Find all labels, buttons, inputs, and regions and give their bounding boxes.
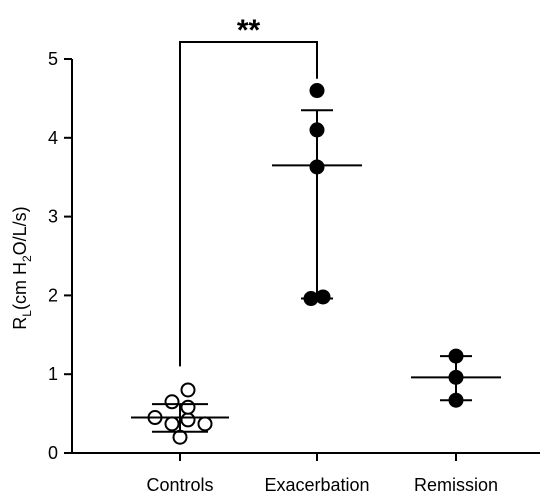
significance-bracket: ** bbox=[179, 14, 318, 367]
data-point-open bbox=[164, 416, 180, 432]
data-point-filled bbox=[315, 289, 331, 305]
y-tick-label: 3 bbox=[48, 207, 58, 227]
data-point-open bbox=[180, 412, 196, 428]
error-bars bbox=[131, 109, 501, 433]
data-point-filled bbox=[309, 83, 325, 99]
y-tick-label: 1 bbox=[48, 364, 58, 384]
x-axis: Controls Exacerbation Remission bbox=[72, 452, 540, 495]
y-axis-label-subscript: 2 bbox=[20, 255, 34, 262]
y-axis-label-subscript: L bbox=[20, 310, 34, 317]
y-axis-label-part: O/L/s) bbox=[10, 206, 30, 255]
x-category-label: Exacerbation bbox=[264, 475, 369, 495]
y-axis-label-part: R bbox=[10, 317, 30, 330]
y-tick-label: 4 bbox=[48, 128, 58, 148]
data-point-open bbox=[180, 399, 196, 415]
y-tick-label: 5 bbox=[48, 49, 58, 69]
y-axis-label-part: (cm H bbox=[10, 262, 30, 310]
data-points bbox=[147, 83, 464, 445]
y-tick-label: 0 bbox=[48, 443, 58, 463]
x-category-label: Remission bbox=[414, 475, 498, 495]
x-category-label: Controls bbox=[146, 475, 213, 495]
y-axis-label: RL(cm H2O/L/s) bbox=[10, 206, 34, 329]
significance-bracket-line bbox=[179, 41, 318, 367]
data-point-open bbox=[180, 382, 196, 398]
data-point-open bbox=[197, 416, 213, 432]
data-point-open bbox=[164, 394, 180, 410]
y-axis: 0 1 2 3 4 5 bbox=[48, 49, 73, 463]
y-tick-label: 2 bbox=[48, 285, 58, 305]
significance-label: ** bbox=[237, 14, 261, 47]
